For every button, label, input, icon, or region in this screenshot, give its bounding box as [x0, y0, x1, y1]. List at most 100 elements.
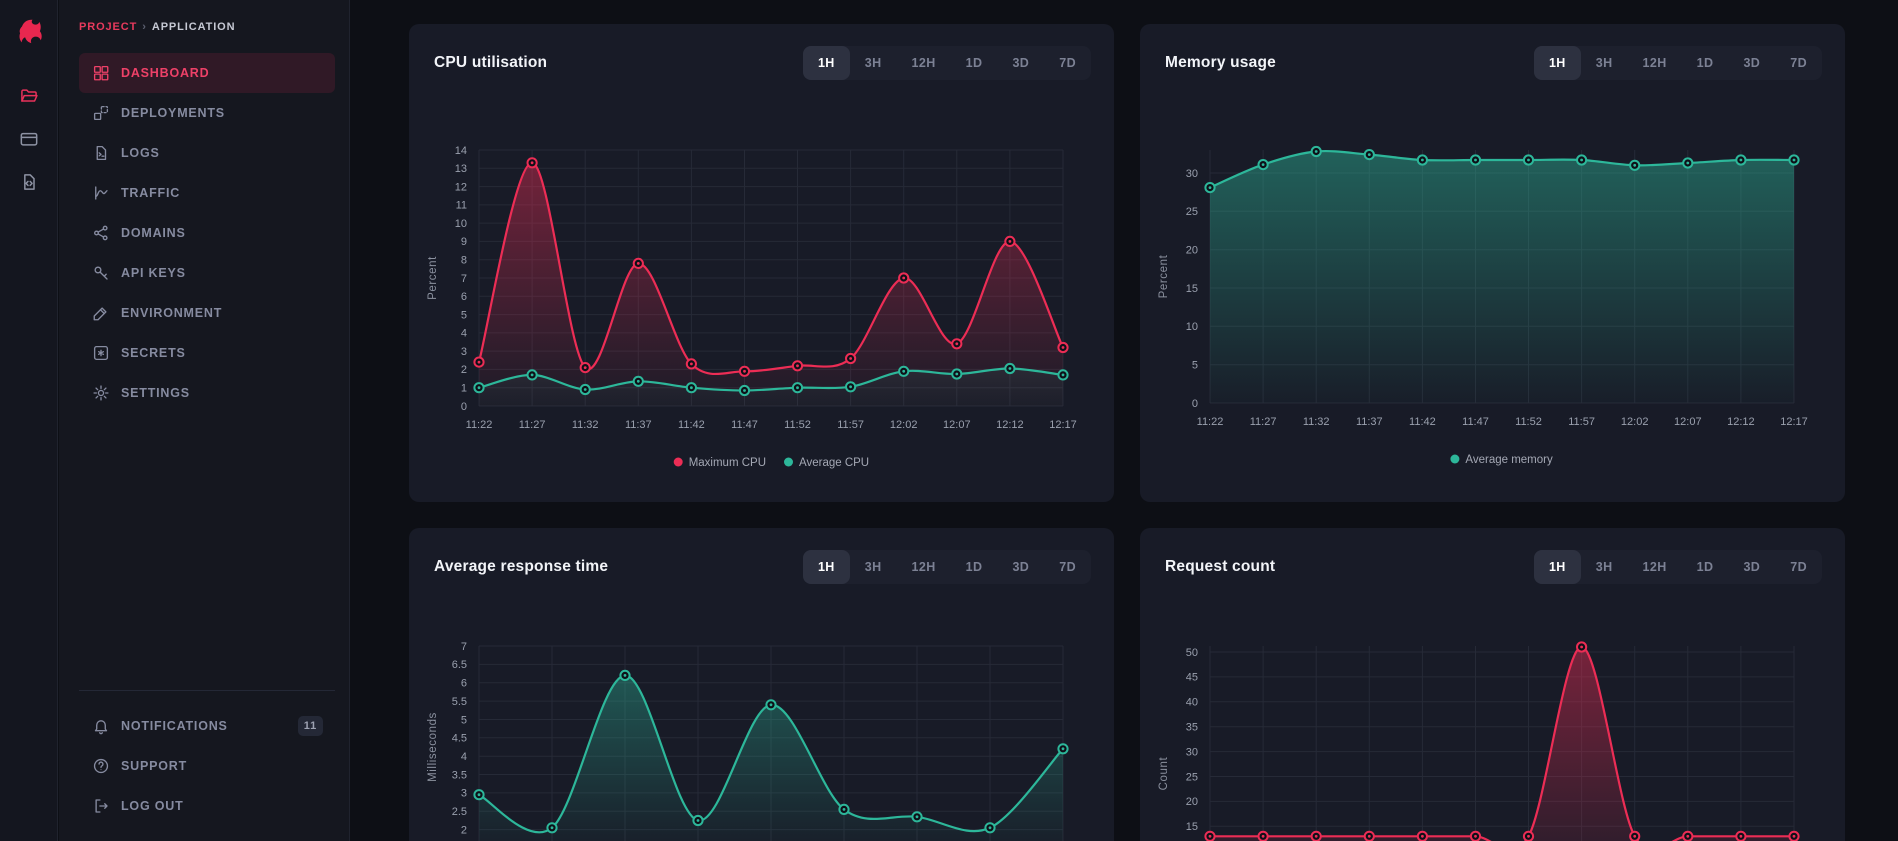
sidebar-item-environment[interactable]: ENVIRONMENT [79, 293, 335, 333]
svg-text:5: 5 [461, 714, 467, 726]
folder-open-icon[interactable] [19, 86, 39, 106]
time-range-group: 1H 3H 12H 1D 3D 7D [802, 550, 1091, 584]
sidebar-item-label: LOGS [121, 146, 160, 160]
range-1h-button[interactable]: 1H [802, 46, 850, 80]
svg-text:6.5: 6.5 [452, 659, 467, 671]
memory-usage-chart[interactable]: 0 5 10 15 20 25 30 11:22 11:27 11:32 11:37 11:42 11:… [1140, 120, 1845, 484]
svg-text:12:02: 12:02 [1621, 416, 1649, 428]
range-3h-button[interactable]: 3H [1581, 550, 1628, 584]
breadcrumb-separator: › [142, 21, 147, 33]
sidebar-item-log-out[interactable]: LOG OUT [79, 786, 335, 826]
svg-text:11:27: 11:27 [1250, 416, 1277, 428]
file-code-icon[interactable] [19, 172, 39, 192]
notification-count-badge: 11 [297, 716, 323, 736]
range-1d-button[interactable]: 1D [951, 46, 998, 80]
svg-text:Average memory: Average memory [1465, 454, 1553, 466]
svg-text:11:47: 11:47 [1462, 416, 1489, 428]
domains-icon [92, 224, 110, 242]
nestjs-logo[interactable] [13, 15, 45, 47]
sidebar-item-notifications[interactable]: NOTIFICATIONS 11 [79, 706, 335, 746]
range-1d-button[interactable]: 1D [1682, 550, 1729, 584]
time-range-group: 1H 3H 12H 1D 3D 7D [1533, 46, 1822, 80]
environment-icon [92, 304, 110, 322]
sidebar-item-label: DEPLOYMENTS [121, 106, 225, 120]
range-1h-button[interactable]: 1H [802, 550, 850, 584]
sidebar-item-support[interactable]: SUPPORT [79, 746, 335, 786]
svg-text:30: 30 [1186, 168, 1198, 180]
bell-icon [92, 717, 110, 735]
range-7d-button[interactable]: 7D [1775, 46, 1822, 80]
range-12h-button[interactable]: 12H [897, 550, 951, 584]
range-3d-button[interactable]: 3D [1728, 550, 1775, 584]
breadcrumb-project[interactable]: PROJECT [79, 21, 138, 33]
svg-text:25: 25 [1186, 771, 1198, 783]
average-response-time-chart[interactable]: 2 2.5 3 3.5 4 4.5 5 5.5 6 6.5 7 Milliseconds [409, 624, 1114, 841]
sidebar-nav: DASHBOARD DEPLOYMENTS LOGS TRAFFIC DOMAINS AP… [59, 46, 349, 413]
range-3d-button[interactable]: 3D [1728, 46, 1775, 80]
range-7d-button[interactable]: 7D [1775, 550, 1822, 584]
sidebar-item-deployments[interactable]: DEPLOYMENTS [79, 93, 335, 133]
sidebar-item-secrets[interactable]: SECRETS [79, 333, 335, 373]
svg-text:20: 20 [1186, 796, 1198, 808]
svg-text:12:07: 12:07 [943, 419, 971, 431]
svg-text:1: 1 [461, 383, 467, 395]
range-1h-button[interactable]: 1H [1533, 46, 1581, 80]
svg-text:11:47: 11:47 [731, 419, 758, 431]
svg-text:12: 12 [455, 181, 467, 193]
sidebar-item-label: ENVIRONMENT [121, 306, 223, 320]
range-1d-button[interactable]: 1D [951, 550, 998, 584]
svg-text:12:17: 12:17 [1049, 419, 1077, 431]
credit-card-icon[interactable] [19, 129, 39, 149]
svg-text:10: 10 [1186, 321, 1198, 333]
svg-text:11:32: 11:32 [1303, 416, 1330, 428]
range-3h-button[interactable]: 3H [850, 46, 897, 80]
sidebar-item-traffic[interactable]: TRAFFIC [79, 173, 335, 213]
svg-text:12:12: 12:12 [996, 419, 1024, 431]
svg-text:7: 7 [461, 273, 467, 285]
svg-text:10: 10 [455, 218, 467, 230]
sidebar-item-dashboard[interactable]: DASHBOARD [79, 53, 335, 93]
svg-text:15: 15 [1186, 821, 1198, 833]
range-12h-button[interactable]: 12H [1628, 550, 1682, 584]
range-3h-button[interactable]: 3H [850, 550, 897, 584]
range-3h-button[interactable]: 3H [1581, 46, 1628, 80]
svg-text:6: 6 [461, 291, 467, 303]
range-12h-button[interactable]: 12H [897, 46, 951, 80]
svg-text:4: 4 [461, 751, 467, 763]
range-3d-button[interactable]: 3D [997, 46, 1044, 80]
range-1h-button[interactable]: 1H [1533, 550, 1581, 584]
range-3d-button[interactable]: 3D [997, 550, 1044, 584]
sidebar-item-domains[interactable]: DOMAINS [79, 213, 335, 253]
svg-text:11:37: 11:37 [1356, 416, 1383, 428]
range-12h-button[interactable]: 12H [1628, 46, 1682, 80]
svg-text:3: 3 [461, 346, 467, 358]
sidebar-item-settings[interactable]: SETTINGS [79, 373, 335, 413]
svg-text:4: 4 [461, 328, 467, 340]
svg-text:12:07: 12:07 [1674, 416, 1702, 428]
range-7d-button[interactable]: 7D [1044, 550, 1091, 584]
range-1d-button[interactable]: 1D [1682, 46, 1729, 80]
breadcrumb-application: APPLICATION [151, 21, 236, 33]
svg-text:6: 6 [461, 678, 467, 690]
svg-text:15: 15 [1186, 283, 1198, 295]
svg-text:12:12: 12:12 [1727, 416, 1755, 428]
svg-text:11:27: 11:27 [519, 419, 546, 431]
request-count-chart[interactable]: 05101520253035404550Count [1140, 624, 1845, 841]
svg-text:0: 0 [461, 401, 467, 413]
sidebar-item-api-keys[interactable]: API KEYS [79, 253, 335, 293]
svg-text:11:37: 11:37 [625, 419, 652, 431]
sidebar-item-logs[interactable]: LOGS [79, 133, 335, 173]
svg-text:11:42: 11:42 [678, 419, 705, 431]
sidebar-item-label: SUPPORT [121, 759, 188, 773]
svg-text:45: 45 [1186, 672, 1198, 684]
settings-icon [92, 384, 110, 402]
svg-text:5.5: 5.5 [452, 696, 467, 708]
range-7d-button[interactable]: 7D [1044, 46, 1091, 80]
svg-text:35: 35 [1186, 722, 1198, 734]
svg-text:Percent: Percent [427, 256, 439, 300]
help-icon [92, 757, 110, 775]
